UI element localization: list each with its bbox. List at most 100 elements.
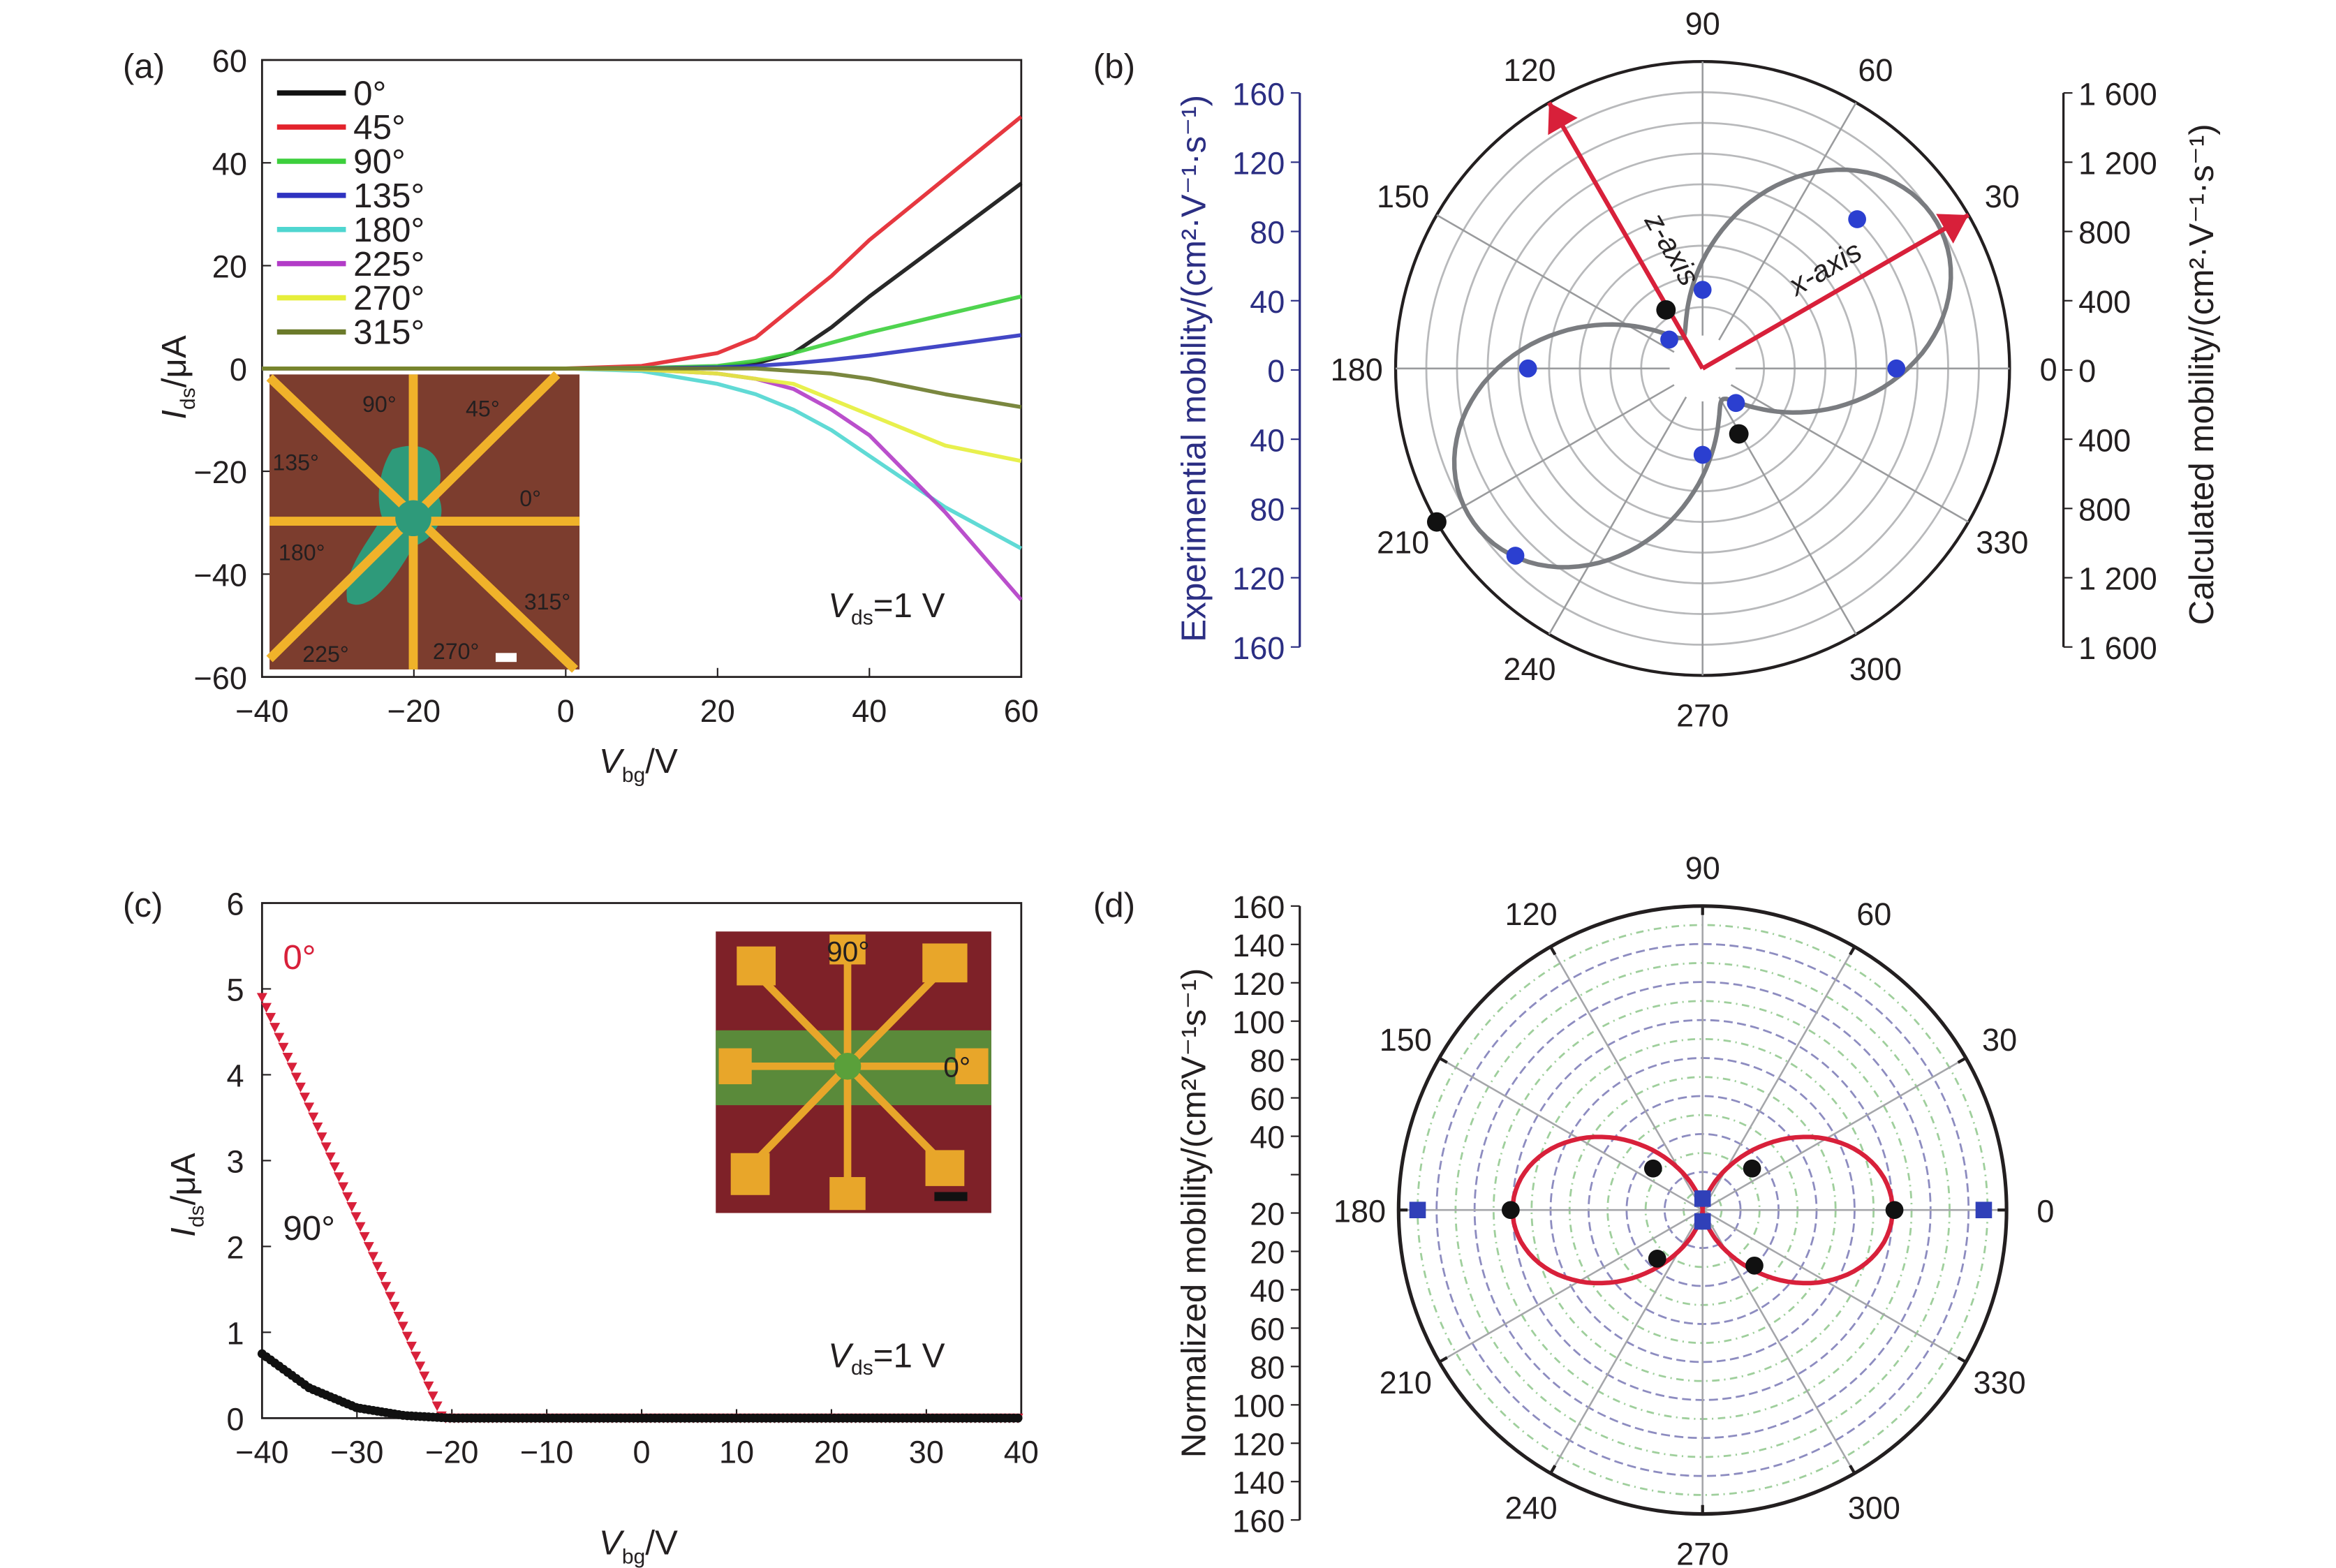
legend-label: 0° bbox=[353, 74, 386, 112]
legend-label: 315° bbox=[353, 313, 424, 352]
data-marker-triangle bbox=[415, 1361, 426, 1372]
experimental-point bbox=[1848, 210, 1866, 228]
data-marker-triangle bbox=[312, 1122, 323, 1132]
left-axis-tick-label: 60 bbox=[1250, 1081, 1285, 1117]
y-tick-label: −40 bbox=[194, 558, 247, 593]
right-axis-tick-label: 400 bbox=[2078, 422, 2131, 458]
left-axis-tick-label: 80 bbox=[1250, 215, 1285, 251]
scale-bar bbox=[934, 1192, 968, 1201]
right-axis-tick-label: 400 bbox=[2078, 284, 2131, 320]
polar-spoke bbox=[1436, 214, 1703, 369]
left-axis-tick-label: 0 bbox=[1267, 353, 1285, 389]
angle-tick-label: 240 bbox=[1505, 1491, 1558, 1526]
electrodes bbox=[748, 958, 959, 1183]
polar-spoke bbox=[1439, 1209, 1703, 1363]
inset-label: 225° bbox=[302, 642, 349, 667]
polar-outer-ring bbox=[1396, 904, 2009, 1516]
polar-spoke bbox=[1702, 367, 1969, 523]
experimental-point bbox=[1887, 359, 1906, 378]
legend-label: 135° bbox=[353, 177, 424, 215]
data-marker-triangle bbox=[397, 1322, 408, 1332]
right-axis-tick-label: 1 600 bbox=[2078, 630, 2157, 666]
legend-label: 225° bbox=[353, 245, 424, 283]
experimental-point bbox=[1660, 330, 1678, 349]
x-tick-label: −10 bbox=[520, 1435, 573, 1470]
calculated-mobility-curve bbox=[1451, 167, 1953, 570]
angle-tick-label: 300 bbox=[1849, 651, 1902, 687]
data-marker-triangle bbox=[308, 1112, 319, 1123]
data-marker-triangle bbox=[265, 1012, 276, 1023]
x-tick-label: 20 bbox=[814, 1435, 849, 1470]
left-axis-tick-label: 40 bbox=[1250, 1120, 1285, 1155]
data-marker-triangle bbox=[342, 1192, 353, 1202]
left-axis-tick-label: 80 bbox=[1250, 1043, 1285, 1079]
polar-spoke bbox=[1702, 1057, 1967, 1211]
data-marker-triangle bbox=[367, 1252, 378, 1262]
x-tick-label: −20 bbox=[387, 693, 441, 729]
x-tick-label: −40 bbox=[235, 693, 288, 729]
left-axis-tick-label: 60 bbox=[1250, 1312, 1285, 1347]
vds-annotation: Vds=1 V bbox=[828, 586, 945, 630]
data-marker-triangle bbox=[338, 1182, 349, 1192]
inset-label: 45° bbox=[466, 396, 500, 421]
panel-a-iv-curves: Vds=1 V Vbg/V Ids/μA −40 −20 0 20 40 60−60−40… bbox=[155, 43, 1039, 787]
data-point-black bbox=[1501, 1201, 1520, 1220]
y-tick-label: 20 bbox=[212, 249, 247, 285]
left-axis-tick-label: 100 bbox=[1232, 1388, 1285, 1423]
data-marker-triangle bbox=[359, 1232, 370, 1242]
data-marker-triangle bbox=[290, 1072, 302, 1083]
angle-tick-label: 30 bbox=[1985, 179, 2020, 214]
x-axis-label: Vbg/V bbox=[599, 1524, 678, 1568]
angle-tick-label: 0 bbox=[2036, 1193, 2054, 1229]
y-tick-label: −20 bbox=[194, 454, 247, 490]
angle-tick-label: 210 bbox=[1377, 525, 1429, 561]
left-axis-label: Normalized mobility/(cm²V⁻¹s⁻¹) bbox=[1175, 968, 1213, 1458]
data-marker-triangle bbox=[295, 1082, 306, 1093]
inset-label: 90° bbox=[827, 935, 870, 968]
angle-tick-label: 270 bbox=[1676, 697, 1729, 733]
right-axis-label: Calculated mobility/(cm²·V⁻¹·s⁻¹) bbox=[2182, 124, 2221, 625]
angle-tick-label: 90 bbox=[1685, 850, 1720, 886]
data-marker-triangle bbox=[423, 1381, 434, 1391]
angle-tick-label: 180 bbox=[1333, 1193, 1386, 1229]
polar-center bbox=[1669, 335, 1736, 401]
y-tick-label: 60 bbox=[212, 43, 247, 79]
panel-label-a: (a) bbox=[123, 47, 165, 86]
right-axis-tick-label: 800 bbox=[2078, 492, 2131, 528]
y-tick-label: 0 bbox=[230, 352, 247, 387]
right-axis-tick-label: 800 bbox=[2078, 215, 2131, 251]
x-tick-label: 20 bbox=[700, 693, 735, 729]
left-axis-tick-label: 80 bbox=[1250, 1350, 1285, 1386]
data-marker-triangle bbox=[427, 1391, 438, 1402]
polar-spoke bbox=[1436, 367, 1703, 523]
left-axis-tick-label: 40 bbox=[1250, 422, 1285, 458]
data-marker-triangle bbox=[278, 1042, 289, 1053]
x-tick-label: 30 bbox=[909, 1435, 944, 1470]
series-line-315deg bbox=[262, 367, 1022, 409]
x-tick-label: 60 bbox=[1004, 693, 1039, 729]
experimental-point bbox=[1506, 547, 1525, 565]
data-point-black bbox=[1745, 1256, 1764, 1275]
left-axis-tick-label: 20 bbox=[1250, 1197, 1285, 1232]
y-tick-label: 40 bbox=[212, 146, 247, 182]
y-tick-label: 3 bbox=[227, 1144, 244, 1180]
data-marker-triangle bbox=[355, 1222, 366, 1232]
panel-c-transfer-curves: 90° 0° 0° 90° Vds=1 V Vbg/V Ids/μA −40 −3… bbox=[164, 887, 1039, 1568]
right-axis-tick-label: 1 200 bbox=[2078, 146, 2157, 182]
data-marker-triangle bbox=[431, 1401, 443, 1412]
left-axis-tick-label: 120 bbox=[1232, 146, 1285, 182]
x-tick-label: −20 bbox=[425, 1435, 478, 1470]
data-marker-triangle bbox=[350, 1212, 362, 1222]
left-axis-tick-label: 160 bbox=[1232, 630, 1285, 666]
y-axis-label: Ids/μA bbox=[155, 335, 200, 420]
y-tick-label: 1 bbox=[227, 1316, 244, 1352]
data-marker-triangle bbox=[363, 1242, 374, 1252]
angle-tick-label: 0 bbox=[2040, 352, 2057, 387]
data-marker-triangle bbox=[320, 1142, 332, 1153]
data-marker-triangle bbox=[260, 1003, 272, 1013]
right-axis-tick-label: 1 200 bbox=[2078, 561, 2157, 597]
x-tick-label: 40 bbox=[1004, 1435, 1039, 1470]
flake-center bbox=[834, 1053, 862, 1080]
series-label-0deg: 0° bbox=[283, 938, 316, 977]
left-axis-tick-label: 140 bbox=[1232, 928, 1285, 963]
